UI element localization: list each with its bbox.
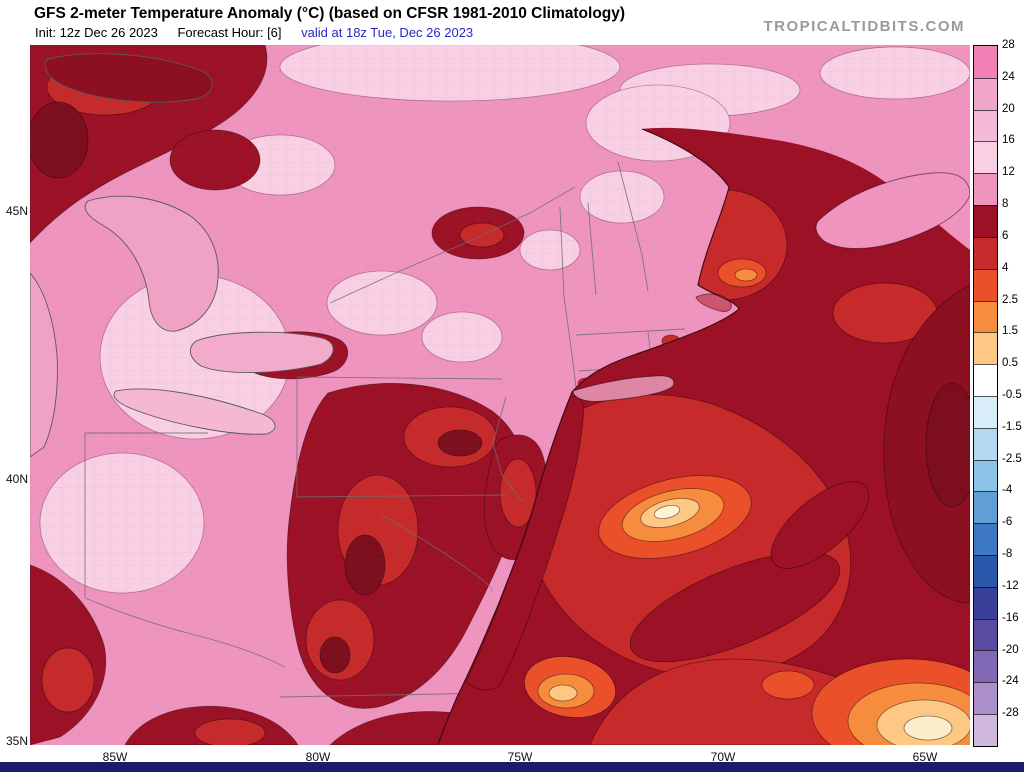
colorbar-cell bbox=[974, 459, 997, 492]
colorbar-label: -12 bbox=[1002, 579, 1019, 592]
ocean-anomaly-bands bbox=[465, 189, 970, 745]
colorbar-cell bbox=[974, 109, 997, 142]
colorbar-label: -16 bbox=[1002, 611, 1019, 624]
colorbar-label: 20 bbox=[1002, 102, 1015, 115]
colorbar-label: -20 bbox=[1002, 643, 1019, 656]
colorbar-label: 16 bbox=[1002, 134, 1015, 147]
site-watermark: TROPICALTIDBITS.COM bbox=[763, 18, 965, 35]
colorbar-cell bbox=[974, 300, 997, 333]
colorbar-label: -28 bbox=[1002, 707, 1019, 720]
coastline bbox=[437, 128, 740, 745]
colorbar-cell bbox=[974, 618, 997, 651]
colorbar-label: 4 bbox=[1002, 261, 1009, 274]
colorbar-cell bbox=[974, 236, 997, 269]
colorbar-label: -0.5 bbox=[1002, 389, 1022, 401]
colorbar-label: -8 bbox=[1002, 548, 1013, 561]
colorbar-cell bbox=[974, 714, 997, 746]
colorbar-cell bbox=[974, 682, 997, 715]
lat-label: 40N bbox=[5, 472, 28, 486]
lon-label: 85W bbox=[102, 750, 128, 764]
great-lakes bbox=[30, 53, 334, 458]
colorbar-cell bbox=[974, 46, 997, 78]
init-time: Init: 12z Dec 26 2023 bbox=[35, 25, 158, 40]
colorbar-label: 12 bbox=[1002, 166, 1015, 179]
colorbar-label: 8 bbox=[1002, 198, 1009, 211]
valid-time: valid at 18z Tue, Dec 26 2023 bbox=[301, 25, 474, 40]
colorbar-label: 28 bbox=[1002, 39, 1015, 51]
colorbar-cell bbox=[974, 173, 997, 206]
anomaly-map bbox=[30, 45, 970, 745]
colorbar-label: -1.5 bbox=[1002, 420, 1022, 433]
coastal-landmasses bbox=[572, 172, 970, 402]
lon-label: 70W bbox=[710, 750, 736, 764]
colorbar-label: -4 bbox=[1002, 484, 1013, 497]
colorbar-cell bbox=[974, 427, 997, 460]
lon-label: 75W bbox=[507, 750, 533, 764]
lon-label: 80W bbox=[305, 750, 331, 764]
colorbar-label: 2.5 bbox=[1002, 293, 1018, 306]
footer-bar bbox=[0, 762, 1024, 772]
colorbar-cell bbox=[974, 491, 997, 524]
colorbar-label: 0.5 bbox=[1002, 357, 1018, 370]
lon-label: 65W bbox=[912, 750, 938, 764]
colorbar-label: -24 bbox=[1002, 675, 1019, 688]
colorbar-label: -2.5 bbox=[1002, 452, 1022, 465]
colorbar-cell bbox=[974, 523, 997, 555]
colorbar-label: -6 bbox=[1002, 516, 1013, 529]
colorbar-label: 6 bbox=[1002, 229, 1009, 242]
colorbar-label: 1.5 bbox=[1002, 325, 1018, 338]
forecast-hour: Forecast Hour: [6] bbox=[177, 25, 282, 40]
colorbar-label: 24 bbox=[1002, 70, 1015, 83]
colorbar-cell bbox=[974, 77, 997, 110]
colorbar-cell bbox=[974, 141, 997, 174]
colorbar-cell bbox=[974, 364, 997, 396]
colorbar bbox=[973, 45, 998, 747]
colorbar-cell bbox=[974, 586, 997, 619]
colorbar-cell bbox=[974, 268, 997, 301]
colorbar-cell bbox=[974, 395, 997, 428]
map-title: GFS 2-meter Temperature Anomaly (°C) (ba… bbox=[34, 5, 626, 22]
lat-label: 45N bbox=[5, 204, 28, 218]
lat-label: 35N bbox=[5, 734, 28, 748]
run-info: Init: 12z Dec 26 2023 Forecast Hour: [6]… bbox=[35, 25, 473, 40]
colorbar-cell bbox=[974, 332, 997, 365]
colorbar-cell bbox=[974, 555, 997, 587]
colorbar-cell bbox=[974, 650, 997, 683]
colorbar-cell bbox=[974, 205, 997, 237]
